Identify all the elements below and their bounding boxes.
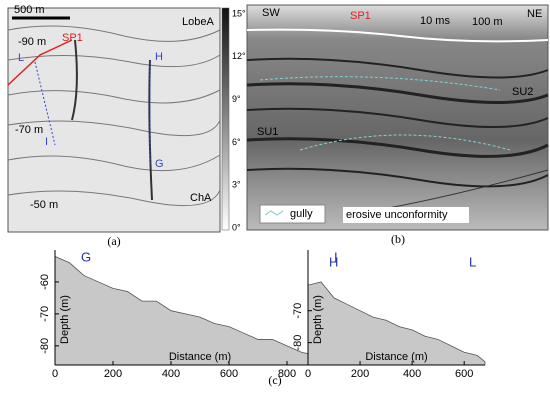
panel-b: SW SP1 10 ms 100 m NE SU2 SU1 gully eros… [246,4,549,246]
lobe-label: LobeA [182,16,214,28]
label-box [343,207,469,223]
y-axis-label: Depth (m) [312,295,324,344]
x-tick-label: 0 [305,368,311,380]
contour-label: -50 m [30,199,58,211]
point-label: H [155,51,163,63]
colorbar-tick-label: 9° [232,94,241,104]
direction-label: NE [527,8,542,20]
colorbar-tick-label: 15° [232,8,246,18]
sp1-line [7,39,73,86]
colorbar-tick-label: 0° [232,222,241,232]
x-axis-label: Distance (m) [365,351,427,363]
contour-label: -90 m [18,36,46,48]
colorbar-tick-label: 6° [232,137,241,147]
scale-label: 500 m [14,4,45,16]
relief-map [7,7,221,233]
relief-texture [7,25,221,207]
direction-label: SW [262,7,280,19]
contour-label: -70 m [15,124,43,136]
x-tick-label: 400 [162,368,180,380]
channel-label: ChA [190,192,212,204]
colorbar-tick-label: 3° [232,180,241,190]
y-tick-label: -70 [292,303,304,319]
profile-start-label: I [334,249,338,264]
surface-label: erosive unconformity [346,209,448,221]
profile-area [307,281,486,366]
point-label: G [155,158,164,170]
panel-a: 500 m LobeA SP1 -90 m -70 m -50 m ChA L … [7,4,230,248]
y-tick-label: -80 [292,335,304,351]
x-tick-label: 600 [220,368,238,380]
profile-start-label: G [81,249,91,264]
x-tick-label: 800 [278,368,296,380]
x-axis-label: Distance (m) [169,351,231,363]
caption: (c) [268,373,281,387]
y-axis-label: Depth (m) [59,295,71,344]
caption: (a) [107,234,120,248]
profile-end-label: H [329,254,338,269]
x-tick-label: 0 [52,368,58,380]
x-tick-label: 600 [455,368,473,380]
x-tick-label: 200 [351,368,369,380]
unit-label: SU2 [512,86,533,98]
sp1-label: SP1 [350,10,371,22]
scale-label: 10 ms [420,15,450,27]
scale-label: 100 m [472,16,503,28]
unit-label: SU1 [257,126,278,138]
profile-area [54,255,341,366]
y-tick-label: -80 [39,338,51,354]
colorbar-tick-label: 12° [232,51,246,61]
colorbar [221,7,230,231]
y-tick-label: -60 [39,274,51,290]
point-label: L [18,52,24,64]
x-tick-label: 400 [403,368,421,380]
sp1-label: SP1 [62,32,83,44]
profile-end-label: L [469,254,476,269]
point-label: I [45,136,48,148]
legend-label: gully [290,208,313,220]
legend-box [259,204,326,224]
legend-symbol [264,210,284,216]
reflectors [246,28,549,214]
y-tick-label: -70 [39,306,51,322]
caption: (b) [391,232,405,246]
x-tick-label: 200 [104,368,122,380]
